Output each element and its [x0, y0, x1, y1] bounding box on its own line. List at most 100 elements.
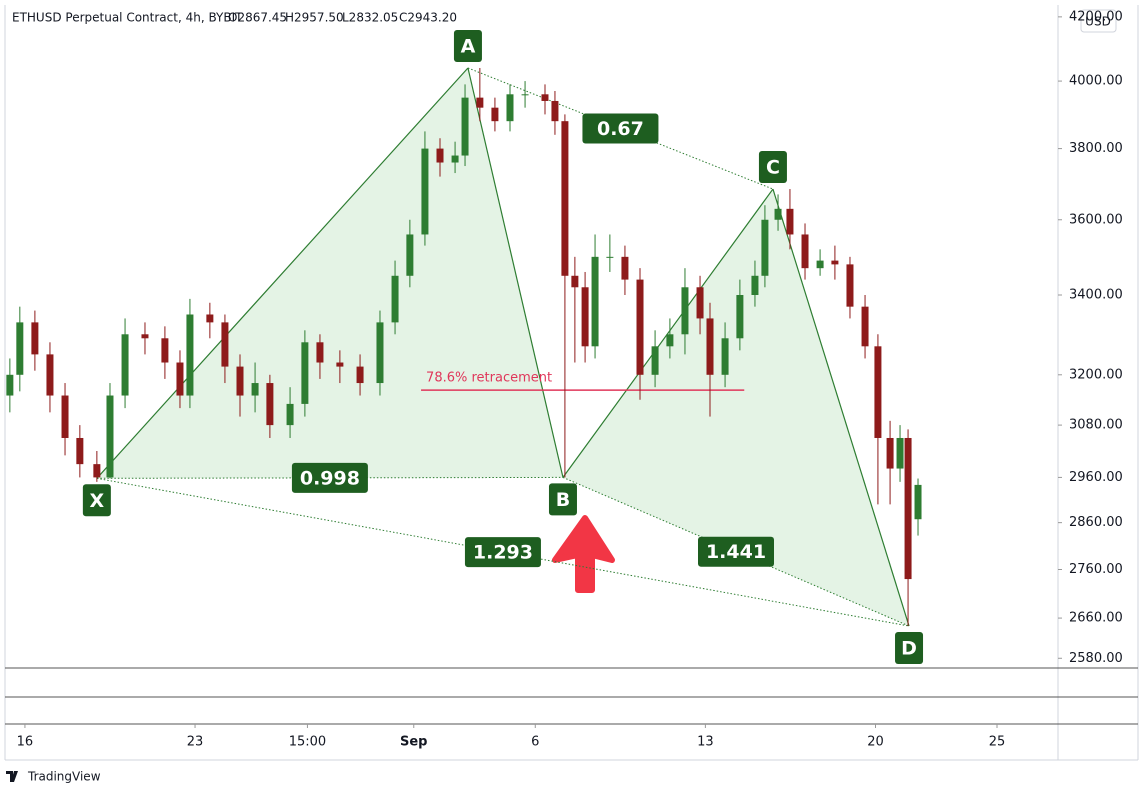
pattern-leg	[562, 188, 774, 478]
candle-body	[816, 260, 824, 269]
candle-body	[236, 366, 244, 396]
point-label: C	[766, 157, 780, 179]
candle-body	[176, 362, 184, 396]
point-box	[82, 484, 111, 517]
ohlc-value: C2943.20	[399, 11, 457, 25]
brand: TradingView	[6, 770, 101, 784]
ratio-box	[582, 113, 659, 144]
candle-body	[914, 484, 922, 520]
candle-body	[251, 383, 259, 396]
y-tick-label: 2860.00	[1069, 515, 1123, 530]
candle-body	[521, 94, 529, 96]
candle-body	[591, 256, 599, 347]
point-label: B	[556, 489, 570, 511]
brand-name: TradingView	[27, 770, 101, 784]
pattern-leg	[772, 188, 910, 627]
x-tick-label: 6	[531, 735, 539, 750]
point-label: A	[461, 35, 476, 57]
ratio-box	[464, 537, 541, 568]
candle-body	[561, 121, 569, 276]
candle-body	[266, 383, 274, 426]
ratio-label: 1.441	[706, 541, 766, 563]
pattern-guide	[96, 477, 910, 627]
candle-body	[46, 354, 54, 396]
candle-body	[886, 437, 894, 469]
x-tick-label: Sep	[400, 735, 428, 750]
point-label: X	[90, 490, 105, 512]
y-tick-label: 2580.00	[1069, 651, 1123, 666]
ratio-label: 1.293	[473, 542, 533, 564]
candle-body	[846, 264, 854, 307]
ratio-box	[291, 462, 368, 493]
candle-body	[581, 287, 589, 347]
y-tick-label: 3600.00	[1069, 212, 1123, 227]
candle-body	[636, 279, 644, 375]
y-tick-label: 3080.00	[1069, 418, 1123, 433]
candle-body	[896, 437, 904, 469]
x-tick-label: 25	[989, 735, 1006, 750]
ohlc-value: H2957.50	[285, 11, 344, 25]
candle-body	[286, 403, 294, 426]
candle-body	[221, 322, 229, 367]
candle-body	[316, 342, 324, 363]
candle-body	[391, 275, 399, 323]
x-tick-label: 16	[17, 735, 34, 750]
candle-body	[786, 208, 794, 235]
candle-body	[93, 464, 101, 478]
ratio-box	[698, 536, 775, 567]
y-tick-label: 3400.00	[1069, 287, 1123, 302]
x-tick-label: 20	[867, 735, 884, 750]
candle-body	[161, 338, 169, 363]
point-box	[548, 483, 577, 516]
pattern-guide	[467, 67, 774, 190]
candle-body	[76, 437, 84, 465]
candle-body	[721, 338, 729, 375]
candle-body	[436, 148, 444, 163]
candle-body	[491, 107, 499, 122]
candle-body	[61, 395, 69, 438]
pattern-leg	[467, 67, 564, 478]
pattern-leg	[96, 67, 469, 479]
symbol: ETHUSD Perpetual Contract, 4h, BYBIT	[12, 11, 243, 25]
point-box	[895, 632, 924, 665]
candle-body	[736, 294, 744, 339]
candle-body	[541, 94, 549, 101]
y-tick-label: 4200.00	[1069, 9, 1123, 24]
candle-body	[31, 322, 39, 355]
currency-box[interactable]	[1080, 9, 1117, 33]
y-tick-label: 4000.00	[1069, 74, 1123, 89]
candle-body	[476, 97, 484, 108]
candle-body	[666, 334, 674, 347]
x-tick-label: 23	[187, 735, 204, 750]
currency[interactable]: USD	[1085, 15, 1111, 29]
y-tick-label: 3800.00	[1069, 141, 1123, 156]
candle-body	[406, 234, 414, 276]
arrow	[552, 515, 615, 593]
candle-body	[356, 366, 364, 384]
ratio-label: 0.998	[300, 467, 360, 489]
candle-body	[904, 437, 912, 580]
candle-body	[6, 374, 14, 396]
ohlc-value: O2867.45	[228, 11, 287, 25]
candle-body	[336, 362, 344, 367]
candle-body	[831, 260, 839, 265]
retracement-label: 78.6% retracement	[426, 371, 552, 386]
ohlc-value: L2832.05	[342, 11, 398, 25]
candle-body	[206, 314, 214, 323]
pattern-area	[562, 189, 910, 627]
candle-body	[801, 234, 809, 269]
candle-body	[874, 346, 882, 438]
y-tick-label: 3200.00	[1069, 367, 1123, 382]
candle-body	[376, 322, 384, 384]
candle-body	[681, 287, 689, 335]
candle-body	[861, 306, 869, 347]
candle-body	[774, 208, 782, 220]
y-tick-label: 2660.00	[1069, 611, 1123, 626]
candle-body	[761, 219, 769, 276]
candle-body	[706, 318, 714, 375]
candle-body	[551, 100, 559, 122]
x-tick-label: 15:00	[289, 735, 326, 750]
